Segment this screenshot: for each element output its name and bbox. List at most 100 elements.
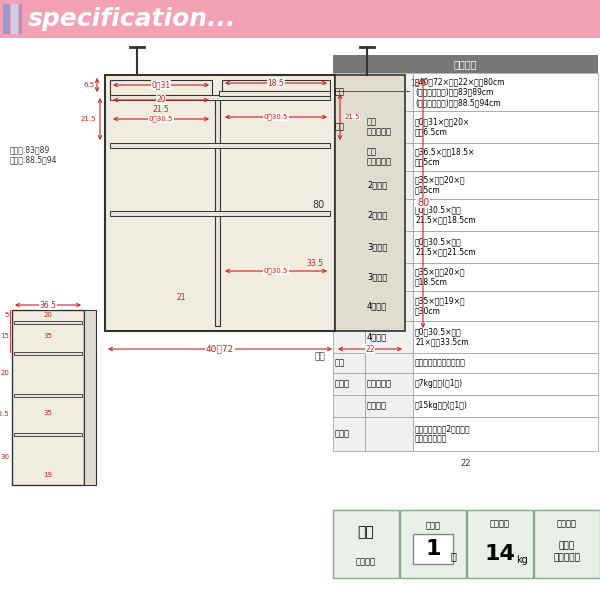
Bar — [413, 321, 598, 353]
Text: 21.5: 21.5 — [152, 104, 169, 113]
Bar — [12, 310, 84, 485]
Text: 内寸: 内寸 — [335, 122, 345, 131]
Bar — [365, 373, 413, 395]
Text: specification...: specification... — [28, 7, 236, 31]
Text: 33.5: 33.5 — [307, 259, 323, 269]
Text: 40〜72: 40〜72 — [206, 344, 234, 353]
Text: 19: 19 — [44, 472, 53, 478]
Bar — [110, 143, 330, 148]
Text: 必要工具: 必要工具 — [557, 520, 577, 529]
Text: 右上
オープン部: 右上 オープン部 — [367, 147, 392, 167]
Text: 5: 5 — [5, 312, 9, 318]
Text: 20: 20 — [44, 312, 52, 318]
Text: 80: 80 — [313, 200, 325, 210]
Text: 21.5: 21.5 — [80, 116, 96, 122]
Bar — [400, 510, 466, 578]
Text: 2段目右: 2段目右 — [367, 211, 387, 220]
Text: 商品詳細: 商品詳細 — [454, 59, 477, 69]
Text: ・突っ張り金具2種類付属
・幅木避け付き: ・突っ張り金具2種類付属 ・幅木避け付き — [415, 424, 470, 444]
Bar — [333, 199, 365, 231]
Text: 無伸長時: 無伸長時 — [367, 401, 387, 410]
Text: 最大伸長時: 最大伸長時 — [367, 379, 392, 389]
Text: 幅0〜31×奥行20×
高さ6.5cm: 幅0〜31×奥行20× 高さ6.5cm — [415, 118, 470, 137]
Text: 4段目右: 4段目右 — [367, 332, 387, 341]
Bar — [333, 395, 365, 417]
Text: 個: 個 — [450, 551, 456, 561]
Bar — [365, 143, 413, 171]
Bar — [14, 433, 82, 436]
Text: 20: 20 — [0, 370, 9, 376]
Text: 低圧メラミン化粧繊維板: 低圧メラミン化粧繊維板 — [415, 358, 466, 367]
Text: kg: kg — [516, 555, 528, 565]
Bar — [222, 80, 330, 91]
Bar — [365, 73, 413, 111]
Text: 30: 30 — [0, 454, 9, 460]
Text: 3段目右: 3段目右 — [367, 272, 388, 281]
Text: 幅40〜72×奥行22×高さ80cm
(金具小使用時)高さ83〜89cm
(金具大使用時)高さ88.5〜94cm: 幅40〜72×奥行22×高さ80cm (金具小使用時)高さ83〜89cm (金具… — [415, 77, 505, 107]
Bar — [413, 263, 598, 291]
Bar — [365, 111, 413, 143]
Text: 80: 80 — [417, 198, 429, 208]
Text: 6.5: 6.5 — [83, 82, 95, 88]
Text: 幅0〜30.5×奥行
21×高さ33.5cm: 幅0〜30.5×奥行 21×高さ33.5cm — [415, 328, 469, 347]
Bar — [413, 111, 598, 143]
Text: ドライバー: ドライバー — [554, 553, 580, 563]
Text: その他: その他 — [335, 430, 350, 439]
Bar — [333, 171, 365, 199]
Bar — [534, 510, 600, 578]
Bar — [413, 171, 598, 199]
Bar — [413, 417, 598, 451]
Text: 14: 14 — [485, 544, 515, 564]
Bar — [19, 4, 22, 34]
Bar — [365, 353, 413, 373]
Bar — [14, 320, 82, 323]
Text: 35: 35 — [44, 334, 52, 340]
Text: 21.5: 21.5 — [344, 114, 360, 120]
Text: 耐荷重: 耐荷重 — [335, 379, 350, 389]
Bar — [413, 291, 598, 321]
Text: 左上
オープン部: 左上 オープン部 — [367, 118, 392, 137]
Text: 18.5: 18.5 — [0, 411, 9, 417]
Text: プラス: プラス — [559, 541, 575, 551]
Bar — [365, 263, 413, 291]
Bar — [365, 199, 413, 231]
Text: 🔧🔨: 🔧🔨 — [358, 525, 374, 539]
Bar — [335, 75, 405, 331]
Text: 幅35×奥行20×高
さ18.5cm: 幅35×奥行20×高 さ18.5cm — [415, 268, 466, 287]
Bar — [14, 394, 82, 397]
Text: 0〜30.5: 0〜30.5 — [264, 268, 288, 274]
Text: 22: 22 — [365, 344, 375, 353]
Text: 幅0〜30.5×奥行
21.5×高さ21.5cm: 幅0〜30.5×奥行 21.5×高さ21.5cm — [415, 237, 476, 257]
Text: 3段目左: 3段目左 — [367, 242, 388, 251]
Bar — [215, 95, 220, 326]
Bar — [333, 73, 365, 111]
Bar — [413, 534, 453, 564]
Bar — [413, 395, 598, 417]
Text: 約7kg以下(棚1枚): 約7kg以下(棚1枚) — [415, 379, 463, 389]
Text: 幅35×奥行20×高
さ15cm: 幅35×奥行20×高 さ15cm — [415, 175, 466, 194]
Bar — [333, 143, 365, 171]
Text: 梱包重量: 梱包重量 — [490, 520, 510, 529]
Text: 36.5: 36.5 — [40, 301, 56, 310]
Bar — [333, 373, 365, 395]
Bar — [365, 417, 413, 451]
Bar — [413, 143, 598, 171]
Text: 20: 20 — [156, 95, 166, 104]
Bar — [413, 73, 598, 111]
Bar — [365, 231, 413, 263]
Text: 18.5: 18.5 — [268, 79, 284, 88]
Text: 幅35×奥行19×高
さ30cm: 幅35×奥行19×高 さ30cm — [415, 296, 466, 316]
Text: 1: 1 — [425, 539, 441, 559]
Bar — [0, 0, 600, 38]
Text: 金具小:83〜89
金具大:88.5〜94: 金具小:83〜89 金具大:88.5〜94 — [10, 145, 58, 164]
Bar — [365, 171, 413, 199]
Bar — [365, 395, 413, 417]
Text: 2段目左: 2段目左 — [367, 181, 387, 190]
Text: 梱包数: 梱包数 — [425, 521, 440, 530]
Text: 0〜30.5: 0〜30.5 — [149, 116, 173, 122]
Bar — [333, 111, 365, 143]
Text: 幅36.5×奥行18.5×
高さ5cm: 幅36.5×奥行18.5× 高さ5cm — [415, 147, 475, 167]
Bar — [333, 417, 365, 451]
Text: 0〜31: 0〜31 — [151, 80, 170, 89]
Bar — [3, 4, 10, 34]
